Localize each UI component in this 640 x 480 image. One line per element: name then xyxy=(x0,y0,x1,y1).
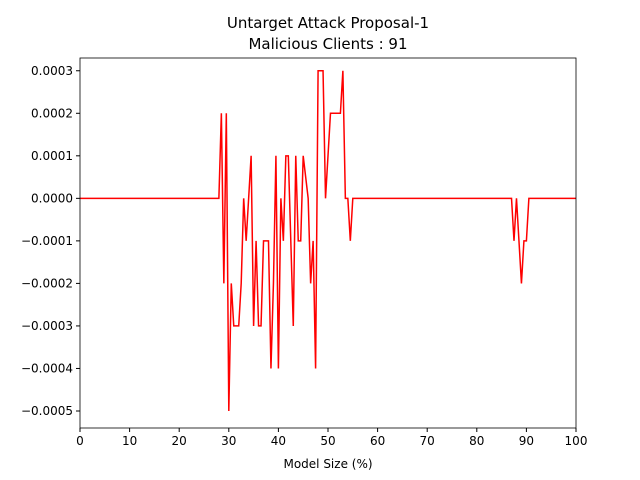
x-tick-label: 50 xyxy=(320,434,335,448)
x-axis-label: Model Size (%) xyxy=(283,457,372,471)
x-tick-label: 100 xyxy=(565,434,588,448)
x-tick-label: 30 xyxy=(221,434,236,448)
x-tick-label: 20 xyxy=(172,434,187,448)
data-line xyxy=(80,70,576,412)
y-tick-label: −0.0003 xyxy=(21,319,73,333)
y-tick-label: 0.0003 xyxy=(31,64,73,78)
x-tick-label: 60 xyxy=(370,434,385,448)
x-tick-label: 0 xyxy=(76,434,84,448)
y-tick-label: −0.0002 xyxy=(21,276,73,290)
x-tick-label: 80 xyxy=(469,434,484,448)
x-tick-label: 90 xyxy=(519,434,534,448)
y-tick-label: −0.0001 xyxy=(21,234,73,248)
y-tick-label: 0.0002 xyxy=(31,106,73,120)
x-tick-label: 10 xyxy=(122,434,137,448)
x-tick-label: 70 xyxy=(420,434,435,448)
x-tick-label: 40 xyxy=(271,434,286,448)
chart-title: Untarget Attack Proposal-1 xyxy=(227,14,429,32)
y-tick-label: −0.0004 xyxy=(21,361,73,375)
chart-subtitle: Malicious Clients : 91 xyxy=(248,35,407,53)
plot-frame xyxy=(79,57,577,429)
y-tick-label: 0.0000 xyxy=(31,191,73,205)
y-tick-label: −0.0005 xyxy=(21,404,73,418)
y-tick-label: 0.0001 xyxy=(31,149,73,163)
